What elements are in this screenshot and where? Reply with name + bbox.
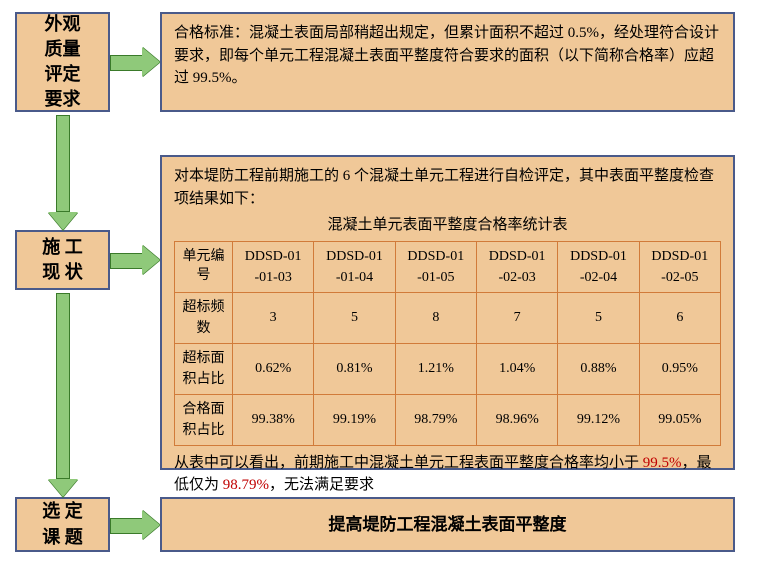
t: 评定	[45, 62, 81, 87]
t: 选 定	[42, 499, 83, 524]
t: 要求	[45, 87, 81, 112]
box-status: 对本堤防工程前期施工的 6 个混凝土单元工程进行自检评定，其中表面平整度检查项结…	[160, 155, 735, 470]
topic-text: 提高堤防工程混凝土表面平整度	[329, 512, 567, 538]
cell: 0.95%	[639, 343, 720, 394]
cell: DDSD-01-02-05	[639, 241, 720, 292]
cell: DDSD-01-01-03	[233, 241, 314, 292]
cell: 5	[314, 292, 395, 343]
arrow-right-icon	[110, 245, 160, 275]
rh-unit: 单元编号	[175, 241, 233, 292]
cell: 99.38%	[233, 394, 314, 445]
rh-overpct: 超标面积占比	[175, 343, 233, 394]
cell: 98.96%	[476, 394, 557, 445]
label-appearance-req: 外观 质量 评定 要求	[15, 12, 110, 112]
table-title: 混凝土单元表面平整度合格率统计表	[174, 214, 721, 237]
arrow-down-icon	[48, 115, 78, 230]
table-row: 单元编号 DDSD-01-01-03 DDSD-01-01-04 DDSD-01…	[175, 241, 721, 292]
cell: 99.12%	[558, 394, 639, 445]
cell: 1.04%	[476, 343, 557, 394]
conclusion-text: 从表中可以看出，前期施工中混凝土单元工程表面平整度合格率均小于 99.5%，最低…	[174, 452, 721, 497]
cell: DDSD-01-02-04	[558, 241, 639, 292]
t: 课 题	[42, 525, 83, 550]
arrow-right-icon	[110, 510, 160, 540]
table-row: 超标面积占比 0.62% 0.81% 1.21% 1.04% 0.88% 0.9…	[175, 343, 721, 394]
t: 外观	[45, 12, 81, 37]
cell: 99.05%	[639, 394, 720, 445]
cell: 7	[476, 292, 557, 343]
cell: DDSD-01-01-05	[395, 241, 476, 292]
cell: 3	[233, 292, 314, 343]
t: 现 状	[42, 260, 83, 285]
rh-passpct: 合格面积占比	[175, 394, 233, 445]
arrow-right-icon	[110, 47, 160, 77]
table-row: 合格面积占比 99.38% 99.19% 98.79% 98.96% 99.12…	[175, 394, 721, 445]
cell: 5	[558, 292, 639, 343]
cell: 0.88%	[558, 343, 639, 394]
cell: 99.19%	[314, 394, 395, 445]
box-standard: 合格标准：混凝土表面局部稍超出规定，但累计面积不超过 0.5%，经处理符合设计要…	[160, 12, 735, 112]
cell: 0.62%	[233, 343, 314, 394]
label-selected-topic: 选 定 课 题	[15, 497, 110, 552]
text: 合格标准：混凝土表面局部稍超出规定，但累计面积不超过 0.5%，经处理符合设计要…	[174, 25, 719, 86]
rh-overcnt: 超标频数	[175, 292, 233, 343]
box-topic: 提高堤防工程混凝土表面平整度	[160, 497, 735, 552]
cell: 0.81%	[314, 343, 395, 394]
intro-text: 对本堤防工程前期施工的 6 个混凝土单元工程进行自检评定，其中表面平整度检查项结…	[174, 165, 721, 210]
cell: 8	[395, 292, 476, 343]
arrow-down-icon	[48, 293, 78, 497]
cell: 98.79%	[395, 394, 476, 445]
pass-rate-table: 单元编号 DDSD-01-01-03 DDSD-01-01-04 DDSD-01…	[174, 241, 721, 446]
t: 质量	[45, 37, 81, 62]
t: 施 工	[42, 235, 83, 260]
table-row: 超标频数 3 5 8 7 5 6	[175, 292, 721, 343]
label-construction-status: 施 工 现 状	[15, 230, 110, 290]
cell: DDSD-01-02-03	[476, 241, 557, 292]
cell: 1.21%	[395, 343, 476, 394]
cell: 6	[639, 292, 720, 343]
cell: DDSD-01-01-04	[314, 241, 395, 292]
